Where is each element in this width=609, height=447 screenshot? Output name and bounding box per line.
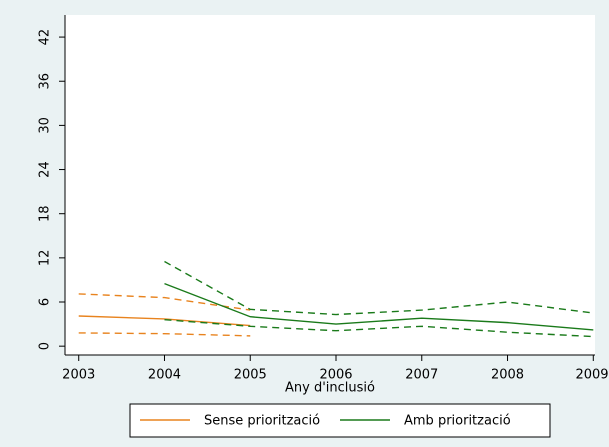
y-tick-label: 12 xyxy=(38,250,53,267)
legend-label: Sense priorització xyxy=(204,414,320,429)
y-tick-label: 24 xyxy=(38,161,53,178)
x-tick-label: 2006 xyxy=(319,368,352,383)
line xyxy=(164,282,594,331)
y-tick-label: 6 xyxy=(38,298,53,306)
x-axis-label: Any d'inclusió xyxy=(285,381,375,396)
line xyxy=(78,315,251,327)
y-tick-label: 18 xyxy=(38,205,53,222)
y-tick-label: 42 xyxy=(38,29,53,46)
upper-bound-line xyxy=(78,293,251,311)
y-tick-label: 36 xyxy=(38,73,53,90)
x-tick-label: 2008 xyxy=(491,368,524,383)
x-tick-label: 2004 xyxy=(148,368,181,383)
lower-bound-line xyxy=(78,332,251,337)
legend-label: Amb priorització xyxy=(404,414,511,429)
x-tick-label: 2007 xyxy=(405,368,438,383)
x-tick-label: 2003 xyxy=(62,368,95,383)
plot-area xyxy=(65,15,595,355)
y-tick-label: 30 xyxy=(38,117,53,134)
x-tick-label: 2009 xyxy=(575,368,608,383)
x-tick-label: 2005 xyxy=(234,368,267,383)
y-tick-label: 0 xyxy=(38,342,53,350)
